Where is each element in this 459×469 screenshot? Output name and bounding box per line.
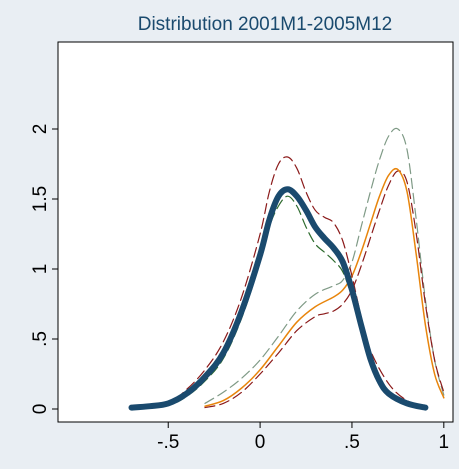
y-tick-label: .5 <box>30 331 51 347</box>
density-line-0 <box>128 186 429 411</box>
plot-area <box>57 41 454 423</box>
x-tick-label: 1 <box>439 432 450 453</box>
density-lines <box>128 127 445 411</box>
y-tick-label: 1.5 <box>30 186 51 212</box>
density-line-5 <box>204 127 445 404</box>
x-tick-label: .5 <box>344 432 360 453</box>
y-tick-label: 1 <box>30 264 51 275</box>
chart-title: Distribution 2001M1-2005M12 <box>138 14 393 35</box>
density-line-4 <box>204 170 445 409</box>
x-tick-label: 0 <box>255 432 266 453</box>
x-tick-label: -.5 <box>157 432 179 453</box>
density-line-3 <box>204 167 445 407</box>
y-tick-label: 0 <box>30 404 51 415</box>
y-tick-label: 2 <box>30 124 51 135</box>
axes: -.5 0 .5 1 0 .5 1 1.5 2 <box>30 124 449 453</box>
